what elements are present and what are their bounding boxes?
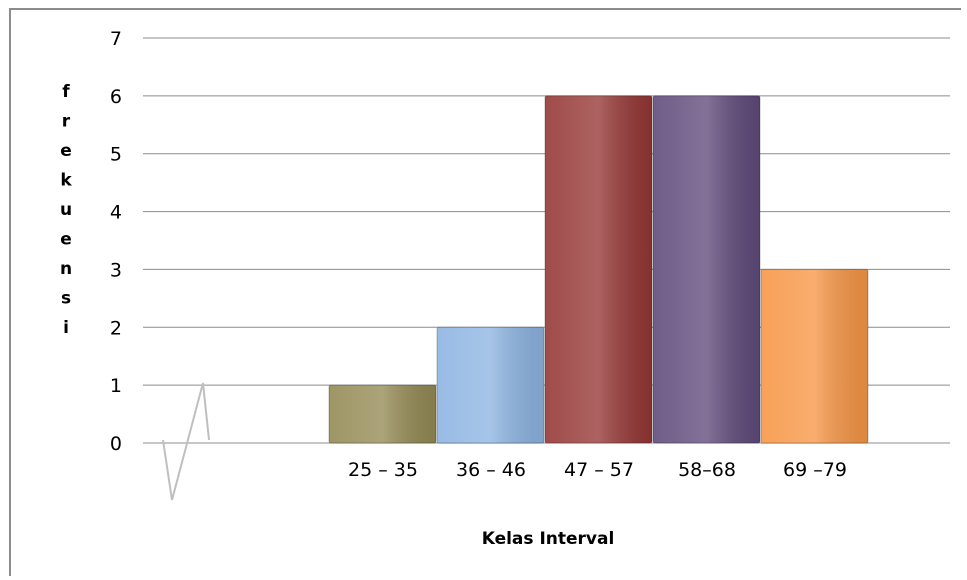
bar-highlight — [436, 326, 545, 444]
y-axis-label-letter: r — [62, 112, 71, 132]
y-tick-label: 5 — [110, 144, 122, 166]
bar-2 — [436, 326, 545, 444]
bar-highlight — [544, 95, 653, 444]
y-axis-label-letter: f — [62, 82, 70, 102]
x-tick-label: 25 – 35 — [348, 459, 418, 481]
x-tick-label: 58–68 — [678, 459, 736, 481]
x-tick-label: 69 –79 — [783, 459, 847, 481]
bar-1 — [328, 384, 437, 444]
x-axis-title: Kelas Interval — [482, 529, 615, 549]
y-axis-label-letter: e — [60, 141, 72, 161]
y-tick-label: 1 — [110, 375, 122, 397]
y-axis-label-letter: n — [60, 259, 72, 279]
y-tick-label: 7 — [110, 28, 122, 50]
bar-highlight — [760, 268, 869, 444]
bar-3 — [544, 95, 653, 444]
y-tick-label: 0 — [110, 433, 122, 455]
y-tick-label: 3 — [110, 259, 122, 281]
y-tick-label: 6 — [110, 86, 122, 108]
y-axis-label-letter: e — [60, 230, 72, 250]
x-tick-label: 36 – 46 — [456, 459, 526, 481]
x-tick-labels: 25 – 35 36 – 46 47 – 57 58–68 69 –79 — [348, 459, 847, 481]
bar-4 — [652, 95, 761, 444]
y-axis-label-letter: k — [60, 171, 72, 191]
bars — [328, 95, 869, 444]
y-axis-label-letter: i — [63, 318, 69, 338]
y-tick-labels: 0 1 2 3 4 5 6 7 — [110, 28, 122, 455]
bar-highlight — [652, 95, 761, 444]
bar-5 — [760, 268, 869, 444]
x-tick-label: 47 – 57 — [564, 459, 634, 481]
y-axis-label-letter: u — [60, 200, 72, 220]
y-tick-label: 2 — [110, 317, 122, 339]
bar-highlight — [328, 384, 437, 444]
axis-break-icon — [162, 382, 210, 501]
y-tick-label: 4 — [110, 202, 122, 224]
y-axis-label-letter: s — [61, 289, 71, 309]
chart-frame — [9, 8, 961, 576]
